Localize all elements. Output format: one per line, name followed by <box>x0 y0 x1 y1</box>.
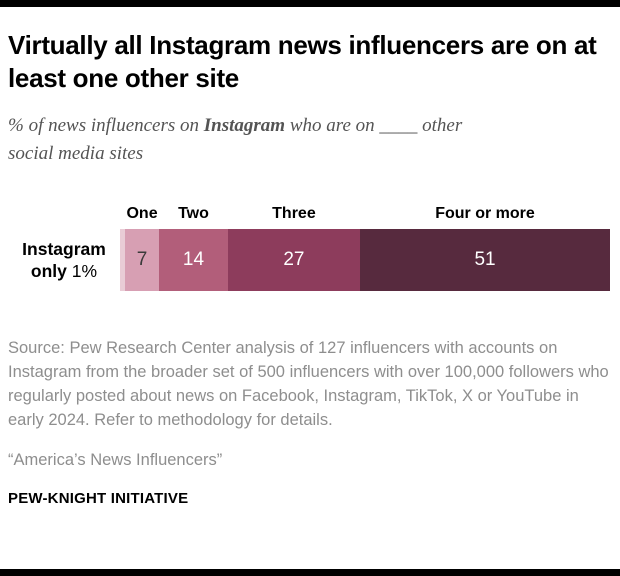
subtitle-suffix: who are on ____ other social media sites <box>8 115 463 164</box>
category-label-three: Three <box>272 205 316 223</box>
source-note: Source: Pew Research Center analysis of … <box>8 339 609 429</box>
bottom-border <box>0 569 620 576</box>
bar-segment-one: 7 <box>124 229 160 292</box>
row-label-value: 1% <box>71 260 98 281</box>
category-label-two: Two <box>178 205 209 223</box>
top-border <box>0 0 620 7</box>
row-label-only: only <box>30 260 67 281</box>
segment-value: 27 <box>283 249 305 271</box>
bar-segment-instagram-only <box>120 229 125 292</box>
chart-card: Virtually all Instagram news influencers… <box>0 7 620 507</box>
stacked-bar: 7 14 27 51 <box>120 229 610 292</box>
row-label-line1: Instagram <box>22 239 106 260</box>
subtitle-emphasis: Instagram <box>203 115 286 136</box>
bar-segment-two: 14 <box>159 229 228 292</box>
category-label-four-or-more: Four or more <box>435 205 535 223</box>
segment-value: 7 <box>136 249 148 271</box>
stacked-bar-chart: Instagram only 1% One Two Three Four or … <box>8 205 610 292</box>
bar-segment-four-or-more: 51 <box>360 229 610 292</box>
category-label-one: One <box>126 205 158 223</box>
chart-subtitle: % of news influencers on Instagram who a… <box>8 112 508 167</box>
chart-title: Virtually all Instagram news influencers… <box>8 30 597 93</box>
bar-column: One Two Three Four or more 7 14 27 51 <box>120 205 610 292</box>
subtitle-prefix: % of news influencers on <box>8 115 204 136</box>
segment-value: 51 <box>474 249 496 271</box>
bar-row-label: Instagram only 1% <box>8 205 120 291</box>
segment-value: 14 <box>182 249 205 271</box>
row-label-line2: only 1% <box>8 261 120 283</box>
brand-line: PEW-KNIGHT INITIATIVE <box>8 489 189 507</box>
report-attribution: “America’s News Influencers” <box>8 451 223 470</box>
category-labels-row: One Two Three Four or more <box>120 205 610 223</box>
bar-segment-three: 27 <box>227 229 361 292</box>
